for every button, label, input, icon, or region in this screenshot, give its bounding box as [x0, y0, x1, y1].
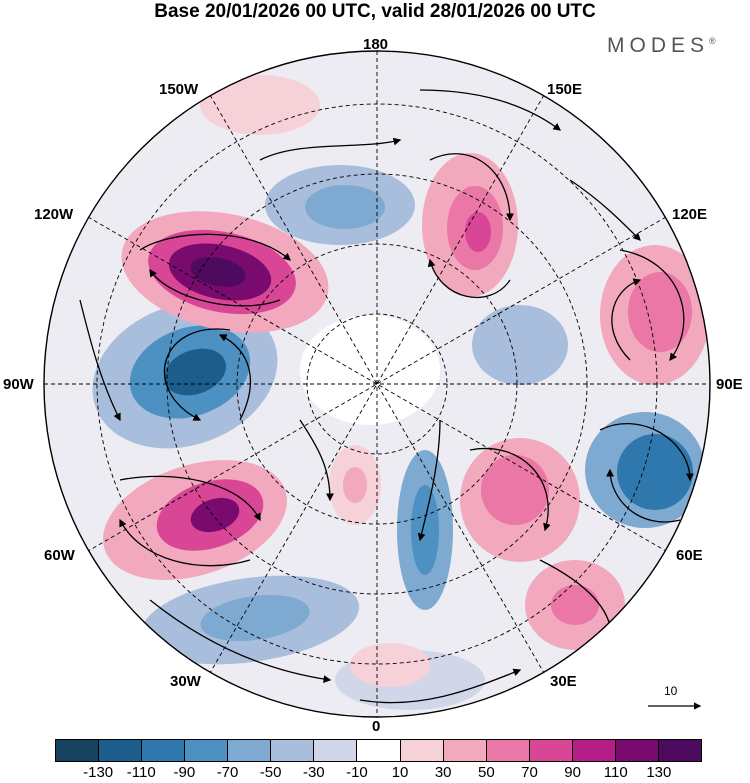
colorbar-tick-label: 50: [477, 764, 495, 781]
lon-label-150w: 150W: [159, 81, 199, 98]
colorbar-cell: [142, 740, 186, 761]
lon-label-120w: 120W: [34, 206, 74, 223]
colorbar-cell: [529, 740, 573, 761]
colorbar-tick-label: 10: [391, 764, 409, 781]
colorbar-tick-label: -10: [346, 764, 368, 781]
colorbar-tick-label: 70: [521, 764, 538, 781]
colorbar-cell: [357, 740, 401, 761]
colorbar-cell: [314, 740, 358, 761]
colorbar-cell: [56, 740, 100, 761]
colorbar-cell: [228, 740, 272, 761]
colorbar-cell: [400, 740, 444, 761]
colorbar-cell: [658, 740, 701, 761]
colorbar-tick-label: -90: [173, 764, 196, 781]
colorbar-cell: [443, 740, 487, 761]
reference-vector-label: 10: [664, 684, 678, 698]
colorbar-tick-label: 110: [603, 764, 628, 781]
colorbar-tick-label: -70: [216, 764, 239, 781]
lon-label-60w: 60W: [44, 547, 75, 564]
colorbar-tick-label: 90: [564, 764, 581, 781]
colorbar-ticks: -130 -110 -90 -70 -50 -30 -10 10 30 50 70 90 110 130: [0, 764, 750, 782]
colorbar-cell: [99, 740, 143, 761]
lon-label-90e: 90E: [716, 376, 743, 393]
lon-label-90w: 90W: [3, 376, 34, 393]
colorbar-cell: [271, 740, 315, 761]
lon-label-30e: 30E: [550, 673, 577, 690]
anomaly-field: [44, 51, 710, 717]
lon-label-180: 180: [363, 36, 389, 53]
colorbar-cell: [572, 740, 616, 761]
lon-label-150e: 150E: [547, 81, 583, 98]
map-title: Base 20/01/2026 00 UTC, valid 28/01/2026…: [154, 1, 596, 22]
colorbar-tick-label: -110: [126, 764, 156, 781]
colorbar-cell: [185, 740, 229, 761]
modes-logo: MODES®: [607, 34, 716, 58]
colorbar-tick-label: -130: [83, 764, 114, 781]
lon-label-60e: 60E: [676, 547, 703, 564]
lon-label-120e: 120E: [672, 206, 708, 223]
colorbar-cell: [615, 740, 659, 761]
brand-name: MODES: [607, 34, 710, 57]
colorbar-tick-label: -50: [259, 764, 282, 781]
lon-label-30w: 30W: [170, 673, 201, 690]
colorbar-tick-label: -30: [302, 764, 325, 781]
registered-mark: ®: [709, 36, 716, 46]
colorbar: [55, 739, 702, 762]
colorbar-tick-label: 130: [646, 764, 672, 781]
colorbar-cell: [486, 740, 530, 761]
lon-label-0: 0: [372, 718, 381, 735]
colorbar-tick-label: 30: [434, 764, 452, 781]
